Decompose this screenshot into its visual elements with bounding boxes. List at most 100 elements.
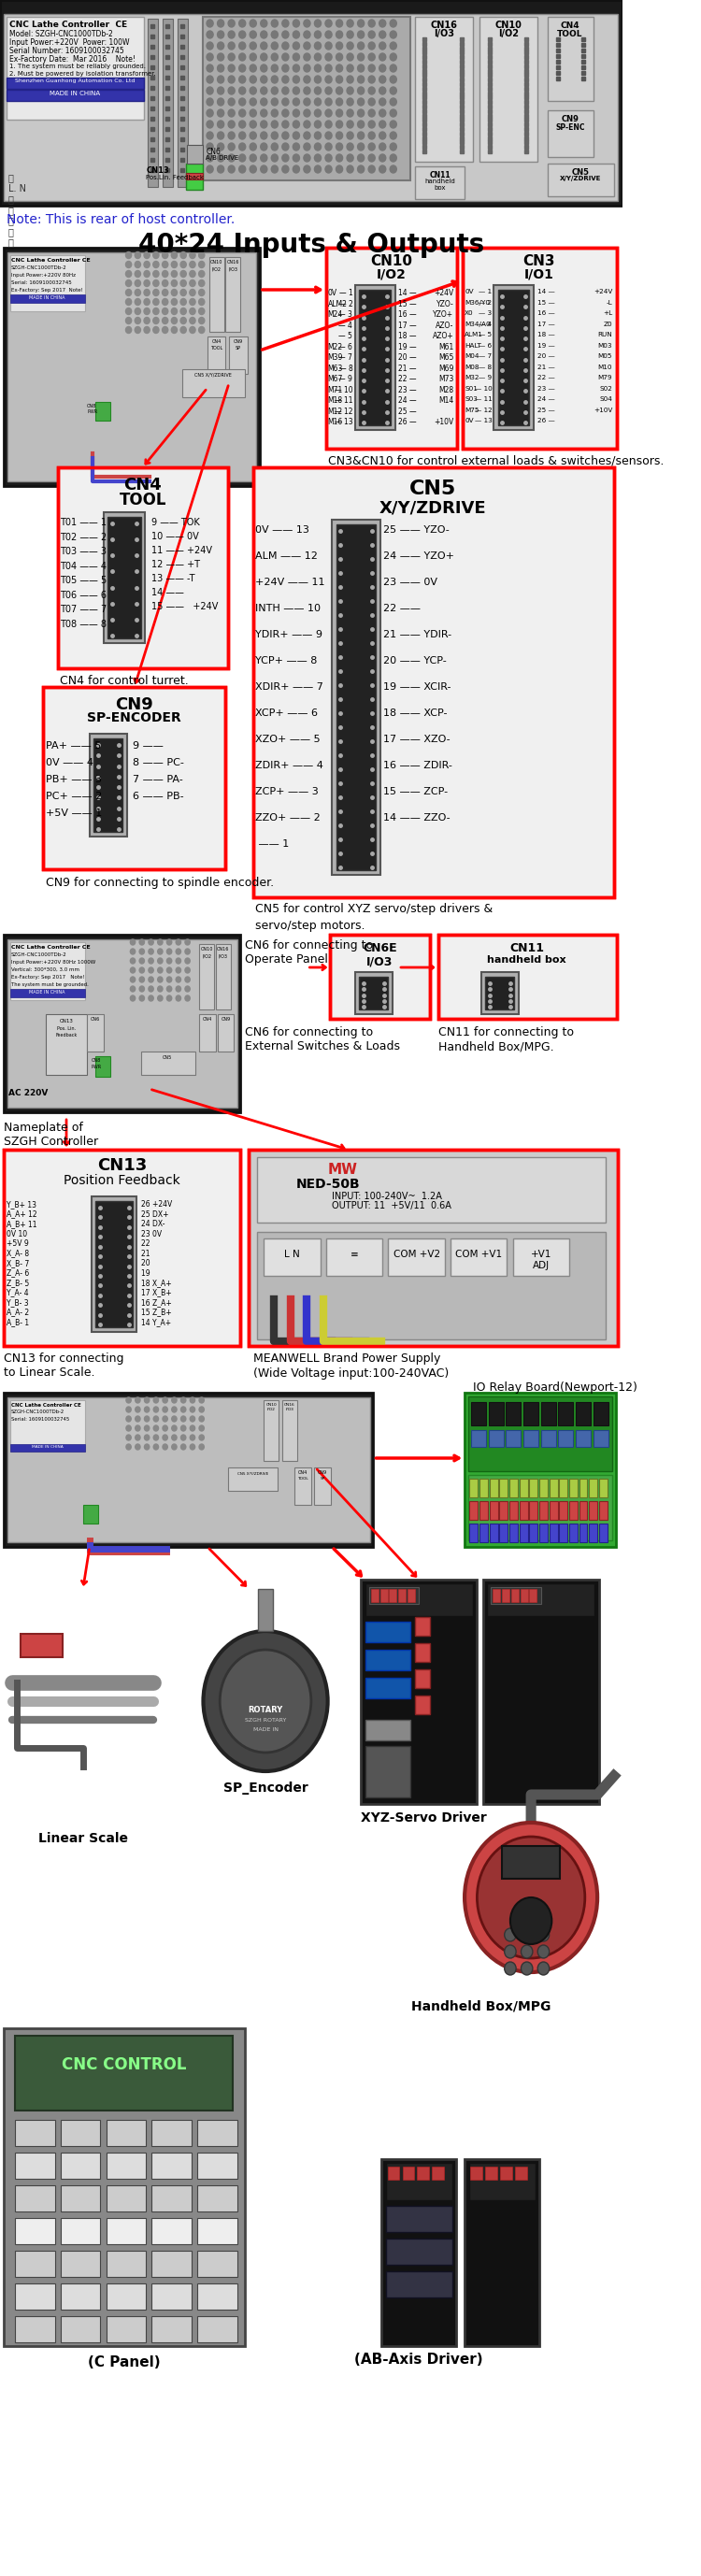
Circle shape (315, 88, 321, 95)
Circle shape (282, 108, 289, 116)
Bar (186, 173, 203, 180)
Text: — 12: — 12 (475, 407, 492, 412)
Circle shape (239, 98, 245, 106)
Bar (559, 1430, 573, 1448)
Circle shape (172, 1396, 177, 1404)
Circle shape (190, 1396, 195, 1404)
Circle shape (336, 21, 343, 28)
Text: MW: MW (328, 1162, 358, 1177)
Bar (550, 1502, 557, 1520)
Text: INTH —— 10: INTH —— 10 (256, 603, 321, 613)
Text: INPUT: 100-240V~  1.2A: INPUT: 100-240V~ 1.2A (332, 1193, 442, 1200)
Text: M61: M61 (439, 343, 454, 350)
Circle shape (180, 260, 186, 268)
Circle shape (139, 987, 144, 992)
Bar (589, 1479, 597, 1497)
Bar (491, 1587, 541, 1605)
Bar (579, 1479, 587, 1497)
Text: CN5 X/Y/ZDRIVE: CN5 X/Y/ZDRIVE (238, 1471, 268, 1476)
Text: CN10: CN10 (495, 21, 522, 31)
Text: T03 —— 3: T03 —— 3 (60, 546, 107, 556)
Bar (479, 1502, 488, 1520)
Circle shape (390, 31, 397, 39)
Text: 14 —— ZZO-: 14 —— ZZO- (383, 814, 450, 822)
Text: +L: +L (603, 309, 612, 317)
Text: X/Y/ZDRIVE: X/Y/ZDRIVE (560, 175, 601, 180)
Circle shape (347, 75, 353, 82)
Text: PC+ —— 2: PC+ —— 2 (46, 791, 102, 801)
Text: ALM —— 12: ALM —— 12 (256, 551, 318, 562)
Circle shape (325, 108, 332, 116)
Circle shape (282, 131, 289, 139)
Text: +24V: +24V (593, 289, 612, 294)
Text: 15 —— ZCP-: 15 —— ZCP- (383, 788, 448, 796)
Bar (106, 2251, 146, 2277)
Text: CN10: CN10 (210, 260, 223, 265)
Bar (579, 1522, 587, 1543)
Circle shape (368, 155, 375, 162)
Circle shape (368, 98, 375, 106)
Text: CN11: CN11 (510, 943, 544, 953)
Circle shape (239, 31, 245, 39)
Text: (Wide Voltage input:100-240VAC): (Wide Voltage input:100-240VAC) (253, 1368, 449, 1381)
Circle shape (358, 165, 365, 173)
Circle shape (130, 940, 135, 945)
Text: L N: L N (284, 1249, 300, 1260)
Circle shape (198, 309, 205, 314)
Circle shape (228, 131, 235, 139)
Circle shape (239, 108, 245, 116)
Bar (60, 2154, 100, 2179)
Bar (365, 1623, 411, 1643)
Circle shape (358, 21, 365, 28)
Circle shape (538, 1963, 550, 1976)
Text: PWR: PWR (91, 1064, 102, 1069)
Circle shape (293, 131, 299, 139)
Bar (355, 971, 393, 1015)
Text: I/O3: I/O3 (219, 953, 228, 958)
Text: — 1: — 1 (479, 289, 492, 294)
Circle shape (368, 64, 375, 72)
Circle shape (228, 108, 235, 116)
Circle shape (521, 1945, 533, 1958)
Circle shape (271, 131, 278, 139)
Text: Serial: 1609100032745: Serial: 1609100032745 (11, 1417, 69, 1422)
Circle shape (228, 41, 235, 49)
Circle shape (261, 31, 267, 39)
Circle shape (368, 31, 375, 39)
Circle shape (139, 948, 144, 953)
Circle shape (465, 1824, 597, 1973)
Circle shape (239, 54, 245, 62)
Circle shape (228, 21, 235, 28)
Bar (500, 1479, 508, 1497)
Bar (4, 1394, 374, 1548)
Text: CN8
PWR: CN8 PWR (87, 404, 97, 415)
Bar (4, 1149, 240, 1345)
Text: CN4 for control turret.: CN4 for control turret. (60, 675, 189, 688)
Text: 18 X_A+: 18 X_A+ (141, 1278, 172, 1288)
Text: Handheld Box/MPG: Handheld Box/MPG (411, 1999, 551, 2014)
Text: M03: M03 (598, 343, 612, 348)
Circle shape (315, 98, 321, 106)
Text: I/O3: I/O3 (367, 956, 393, 969)
Text: ZCP+ —— 3: ZCP+ —— 3 (256, 788, 319, 796)
Circle shape (135, 281, 141, 286)
Circle shape (538, 1929, 550, 1942)
Bar (470, 1479, 478, 1497)
Circle shape (172, 1435, 177, 1440)
Circle shape (162, 281, 168, 286)
Circle shape (180, 289, 186, 296)
Text: — 2: — 2 (339, 299, 353, 309)
Bar (438, 935, 616, 1020)
Text: ALM2: ALM2 (328, 299, 347, 309)
Circle shape (153, 289, 159, 296)
Bar (106, 2282, 146, 2311)
Bar (494, 286, 533, 430)
Bar (415, 167, 465, 198)
Bar (8, 940, 237, 1108)
Circle shape (505, 1963, 516, 1976)
Bar (264, 1401, 279, 1461)
Circle shape (293, 144, 299, 149)
Circle shape (293, 88, 299, 95)
Circle shape (228, 64, 235, 72)
Bar (10, 989, 85, 997)
